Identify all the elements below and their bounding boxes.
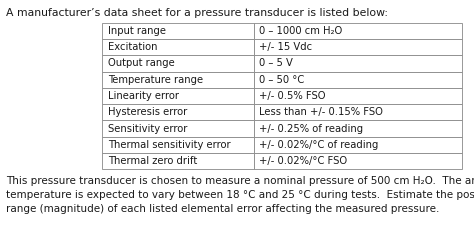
Text: Input range: Input range xyxy=(108,26,165,36)
Text: Excitation: Excitation xyxy=(108,42,157,52)
Bar xyxy=(102,153,254,169)
Text: 0 – 1000 cm H₂O: 0 – 1000 cm H₂O xyxy=(259,26,343,36)
Bar xyxy=(102,39,254,55)
Text: Less than +/- 0.15% FSO: Less than +/- 0.15% FSO xyxy=(259,107,383,117)
Bar xyxy=(102,72,254,88)
Text: Thermal sensitivity error: Thermal sensitivity error xyxy=(108,140,230,150)
Text: Sensitivity error: Sensitivity error xyxy=(108,124,187,133)
Text: +/- 15 Vdc: +/- 15 Vdc xyxy=(259,42,312,52)
Text: +/- 0.5% FSO: +/- 0.5% FSO xyxy=(259,91,326,101)
Text: A manufacturer’s data sheet for a pressure transducer is listed below:: A manufacturer’s data sheet for a pressu… xyxy=(6,8,388,18)
Bar xyxy=(102,55,254,72)
Text: +/- 0.25% of reading: +/- 0.25% of reading xyxy=(259,124,364,133)
Bar xyxy=(254,55,462,72)
Text: +/- 0.02%/°C FSO: +/- 0.02%/°C FSO xyxy=(259,156,347,166)
Bar xyxy=(254,88,462,104)
Bar xyxy=(254,104,462,120)
Bar xyxy=(102,120,254,137)
Text: This pressure transducer is chosen to measure a nominal pressure of 500 cm H₂O. : This pressure transducer is chosen to me… xyxy=(6,176,474,214)
Text: Temperature range: Temperature range xyxy=(108,75,203,85)
Bar xyxy=(254,23,462,39)
Bar xyxy=(102,137,254,153)
Text: 0 – 50 °C: 0 – 50 °C xyxy=(259,75,304,85)
Text: Thermal zero drift: Thermal zero drift xyxy=(108,156,197,166)
Text: 0 – 5 V: 0 – 5 V xyxy=(259,59,293,68)
Bar xyxy=(102,88,254,104)
Bar xyxy=(254,72,462,88)
Bar xyxy=(254,120,462,137)
Text: Hysteresis error: Hysteresis error xyxy=(108,107,187,117)
Bar xyxy=(254,39,462,55)
Text: Output range: Output range xyxy=(108,59,174,68)
Bar xyxy=(254,137,462,153)
Text: Linearity error: Linearity error xyxy=(108,91,179,101)
Bar xyxy=(102,23,254,39)
Bar xyxy=(254,153,462,169)
Text: +/- 0.02%/°C of reading: +/- 0.02%/°C of reading xyxy=(259,140,379,150)
Bar xyxy=(102,104,254,120)
